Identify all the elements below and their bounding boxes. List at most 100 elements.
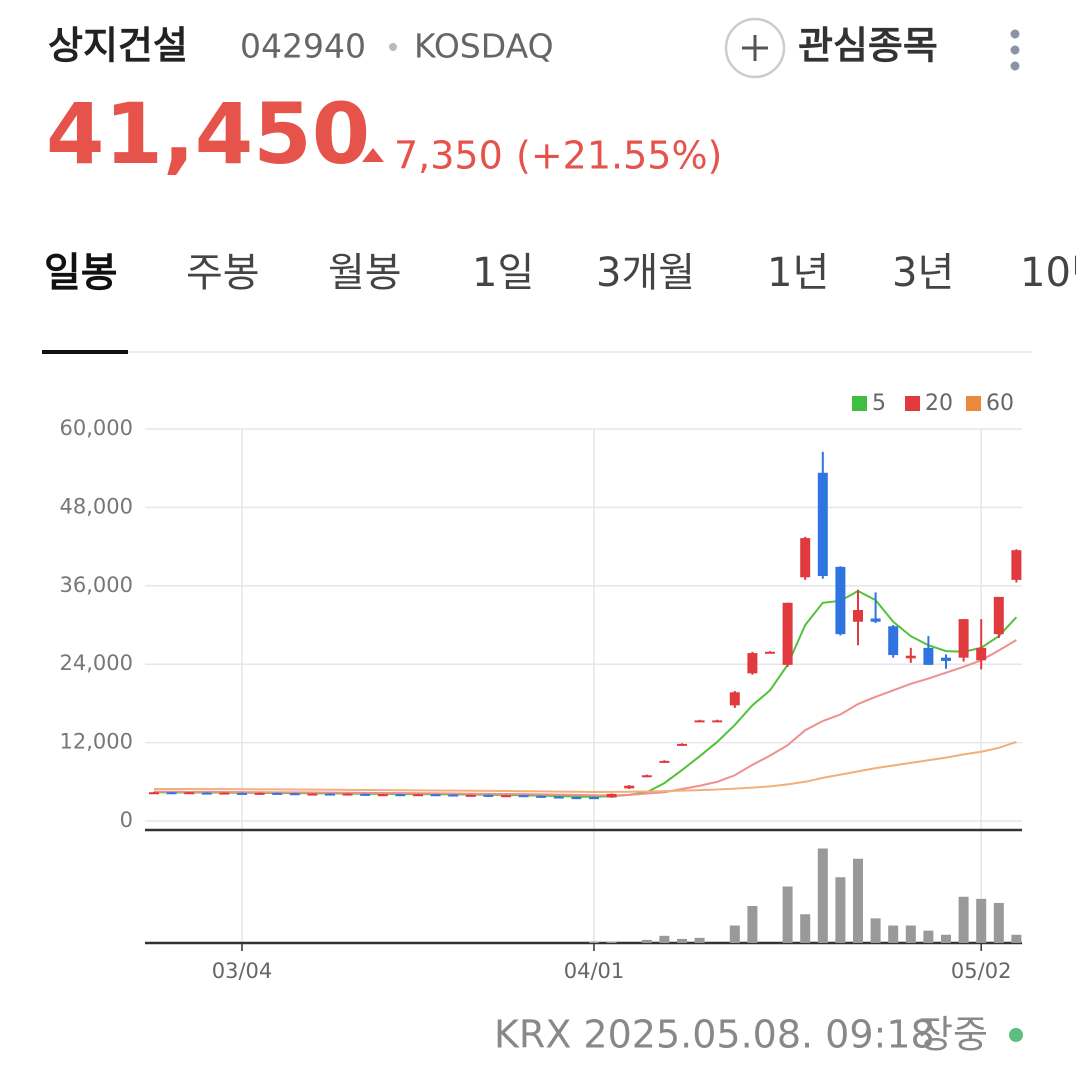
legend-label: 20 — [925, 391, 953, 416]
footer-status: 장중 — [918, 1013, 988, 1057]
tab[interactable]: 1일 — [472, 250, 534, 296]
y-tick-label: 24,000 — [60, 651, 133, 675]
price: 41,450 — [46, 85, 370, 183]
tab[interactable]: 1년 — [767, 250, 829, 296]
watch-button[interactable]: 관심종목 — [724, 17, 938, 79]
candle-body — [307, 793, 318, 796]
candle-body — [606, 793, 617, 798]
candle-body — [941, 657, 951, 661]
candle-body — [325, 793, 335, 796]
volume-bar — [993, 902, 1004, 943]
tab[interactable]: 일봉 — [44, 250, 118, 296]
candle-body — [553, 796, 564, 799]
candle-body — [870, 618, 881, 622]
volume-bar — [941, 934, 951, 943]
volume-bar — [641, 939, 652, 943]
volume-bar — [606, 941, 617, 943]
candle-body — [624, 785, 635, 789]
candle-body — [272, 792, 283, 795]
volume-bar — [976, 898, 987, 943]
volume-bar — [694, 937, 705, 943]
candle-body — [430, 794, 441, 797]
tab[interactable]: 월봉 — [328, 250, 402, 296]
legend-swatch — [852, 396, 867, 411]
plus-icon — [742, 35, 768, 61]
volume-bar — [835, 877, 846, 943]
tab[interactable]: 3년 — [892, 250, 954, 296]
tab[interactable]: 주봉 — [186, 250, 260, 296]
candle-body — [166, 792, 177, 795]
volume-bar — [729, 925, 740, 943]
candle-body — [518, 795, 529, 798]
y-tick-label: 48,000 — [60, 494, 133, 518]
volume-bar — [923, 930, 934, 943]
candle-body — [853, 609, 863, 622]
separator-dot — [389, 43, 397, 51]
watch-label[interactable]: 관심종목 — [798, 24, 938, 68]
candle-body — [501, 795, 511, 798]
candle-body — [659, 760, 670, 763]
x-tick-label: 03/04 — [212, 959, 273, 983]
legend-swatch — [966, 396, 981, 411]
live-dot — [1009, 1028, 1023, 1042]
candle-body — [747, 653, 758, 674]
volume-bar — [589, 941, 599, 943]
candle-body — [219, 792, 230, 795]
candle-body — [888, 626, 899, 656]
volume-bar — [1011, 934, 1022, 943]
y-tick-label: 60,000 — [60, 416, 133, 440]
candle-body — [976, 647, 987, 661]
candle-body — [448, 794, 459, 797]
plus-circle[interactable] — [724, 17, 786, 79]
volume-bar — [677, 938, 687, 943]
moving-average-line — [154, 740, 1017, 793]
tab[interactable]: 10년 — [1020, 250, 1076, 296]
candle-body — [641, 775, 652, 778]
candle-body — [782, 602, 793, 665]
candle-body — [817, 472, 828, 576]
candle-body — [765, 651, 775, 654]
more-menu[interactable] — [1010, 29, 1020, 71]
legend-label: 60 — [986, 391, 1014, 416]
candle-body — [694, 720, 705, 723]
volume-bar — [853, 858, 863, 943]
candle-body — [993, 596, 1004, 635]
plot-background — [145, 380, 1022, 943]
legend-label: 5 — [872, 391, 886, 416]
moving-average-line — [153, 639, 1017, 797]
candle-body — [483, 794, 494, 797]
x-tick-label: 05/02 — [951, 959, 1012, 983]
candle-body — [201, 792, 212, 795]
volume-bar — [817, 848, 828, 943]
candle-body — [835, 566, 846, 635]
candle-body — [149, 792, 159, 795]
candle-body — [800, 538, 811, 578]
volume-bar — [800, 914, 811, 943]
chart: 0 12,000 24,000 36,000 48,000 60,000 03/04 04/0… — [60, 380, 1022, 983]
volume-bar — [747, 906, 758, 943]
candle-body — [712, 720, 723, 723]
volume-bar — [659, 935, 670, 943]
candle-body — [377, 794, 388, 797]
candle-body — [905, 655, 916, 659]
candle-body — [923, 647, 934, 665]
candle-body — [465, 794, 476, 797]
volume-bar — [870, 918, 881, 943]
candle-body — [413, 794, 423, 797]
candle-body — [237, 792, 247, 795]
candle-body — [958, 619, 969, 658]
y-tick-label: 12,000 — [60, 730, 133, 754]
stock-name: 상지건설 — [48, 24, 188, 68]
candle-body — [571, 797, 582, 800]
legend-swatch — [905, 396, 920, 411]
candle-body — [342, 793, 353, 796]
y-tick-label: 36,000 — [60, 573, 133, 597]
tab[interactable]: 3개월 — [596, 250, 695, 296]
candle-body — [254, 792, 265, 795]
price-change-pct: (+21.55%) — [516, 134, 722, 178]
candle-body — [589, 797, 599, 800]
candle-body — [289, 793, 300, 796]
candle-body — [677, 743, 687, 746]
